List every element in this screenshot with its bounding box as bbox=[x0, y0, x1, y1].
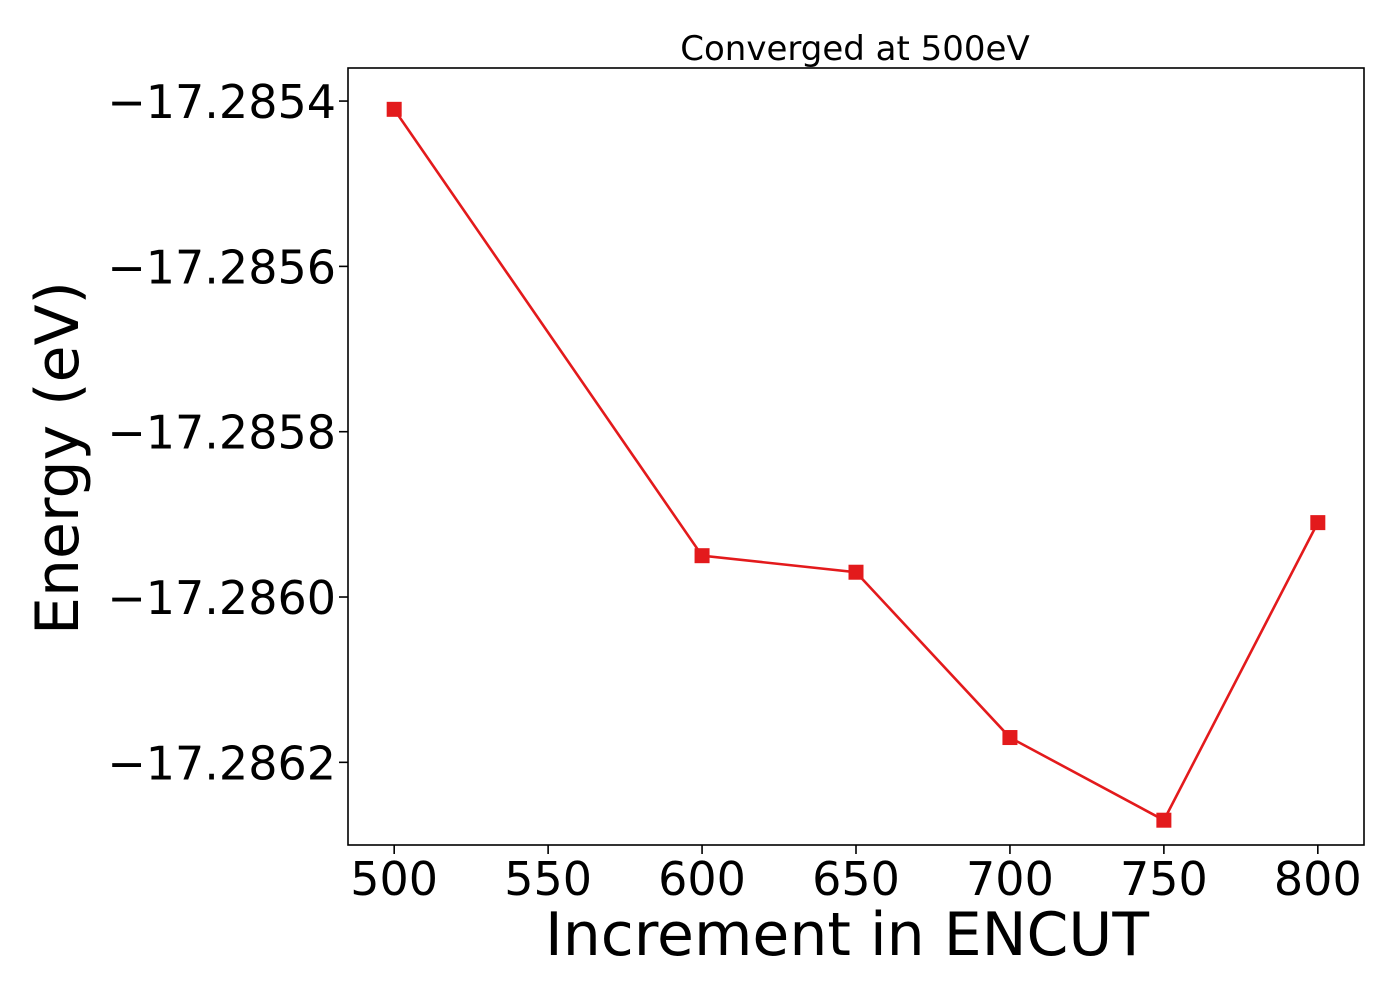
y-tick-label: −17.2862 bbox=[107, 736, 336, 790]
series-line bbox=[393, 108, 1319, 822]
y-axis-ticks: −17.2854 −17.2856 −17.2858 −17.2860 −17.2862 bbox=[107, 75, 348, 790]
chart-title: Converged at 500eV bbox=[680, 29, 1029, 69]
x-tick-label: 550 bbox=[504, 852, 592, 906]
data-point-marker bbox=[386, 101, 402, 117]
x-tick-label: 800 bbox=[1274, 852, 1362, 906]
y-tick-label: −17.2856 bbox=[107, 240, 336, 294]
x-tick-label: 600 bbox=[658, 852, 746, 906]
data-point-marker bbox=[1002, 730, 1018, 746]
x-tick-label: 750 bbox=[1120, 852, 1208, 906]
y-tick-label: −17.2858 bbox=[107, 406, 336, 460]
x-tick-label: 500 bbox=[350, 852, 438, 906]
x-tick-label: 700 bbox=[966, 852, 1054, 906]
data-point-marker bbox=[848, 564, 864, 580]
y-tick-label: −17.2854 bbox=[107, 75, 336, 129]
y-axis-label: Energy (eV) bbox=[23, 281, 93, 635]
y-tick-label: −17.2860 bbox=[107, 571, 336, 625]
data-point-marker bbox=[1310, 515, 1326, 531]
data-point-marker bbox=[1156, 812, 1172, 828]
x-axis-ticks: 500 550 600 650 700 750 800 bbox=[350, 845, 1362, 906]
x-axis-label: Increment in ENCUT bbox=[545, 900, 1149, 970]
series-layer bbox=[386, 101, 1326, 828]
data-point-marker bbox=[694, 548, 710, 564]
x-tick-label: 650 bbox=[812, 852, 900, 906]
